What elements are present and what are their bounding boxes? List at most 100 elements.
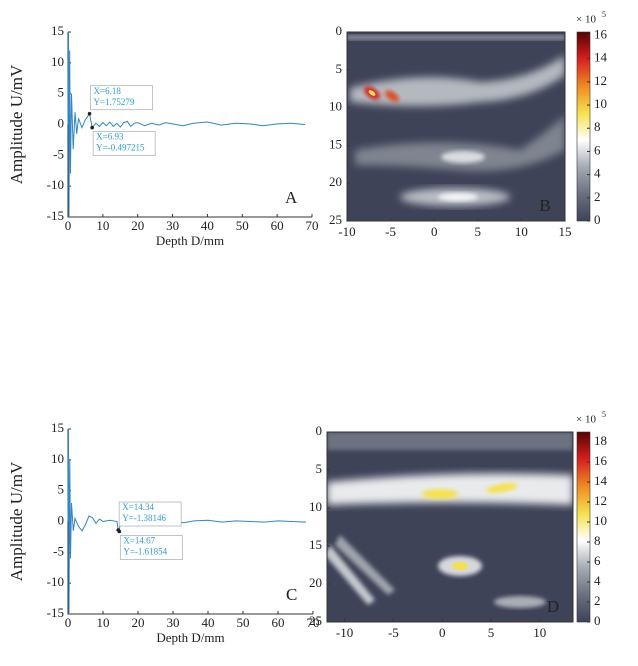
x-tick-label: 60 (272, 615, 285, 630)
datatip-y: Y=-1.61854 (123, 547, 167, 557)
colorbar-tick-label: 16 (594, 453, 608, 468)
x-tick-label: 40 (201, 218, 214, 233)
panel-label: D (547, 597, 559, 616)
colorbar (576, 31, 591, 222)
y-axis-label: Amplitude U/mV (7, 64, 26, 184)
colorbar-tick-label: 0 (594, 613, 601, 628)
y-tick-label: 5 (336, 61, 343, 76)
y-tick-label: 15 (51, 23, 64, 38)
y-tick-label: 15 (51, 420, 64, 435)
x-axis-label: Depth D/mm (156, 630, 224, 645)
signal-line (67, 31, 306, 218)
y-tick-label: 20 (329, 174, 342, 189)
y-tick-label: 10 (51, 54, 64, 69)
x-tick-label: 0 (65, 218, 72, 233)
image-frame (326, 431, 574, 623)
colorbar-tick-label: 8 (594, 119, 601, 134)
x-tick-label: 70 (307, 615, 320, 630)
colorbar-exponent: 5 (602, 10, 606, 19)
datatip-y: Y=-1.38146 (122, 513, 166, 523)
x-tick-label: -10 (336, 625, 353, 640)
x-tick-label: 30 (166, 218, 179, 233)
y-tick-label: 5 (58, 482, 65, 497)
colorbar-multiplier: × 10 (576, 414, 596, 426)
y-tick-label: 0 (58, 512, 65, 527)
y-tick-label: 0 (58, 115, 65, 130)
y-tick-label: 15 (309, 537, 322, 552)
datatip-box (118, 501, 182, 527)
x-tick-label: 0 (439, 625, 446, 640)
x-tick-label: -5 (388, 625, 399, 640)
datatip-box (92, 131, 156, 156)
image-b (347, 32, 565, 221)
colorbar-multiplier: × 10 (576, 14, 596, 26)
y-tick-label: 5 (316, 461, 323, 476)
colorbar (576, 431, 591, 623)
datatip-x: X=6.18 (94, 86, 122, 96)
x-tick-label: 0 (65, 615, 72, 630)
y-tick-label: 15 (329, 136, 342, 151)
x-tick-label: 10 (97, 615, 110, 630)
x-tick-label: 50 (237, 615, 250, 630)
image-frame (346, 31, 566, 222)
colorbar-tick-label: 2 (594, 189, 601, 204)
y-tick-label: -15 (47, 605, 64, 620)
y-tick-label: 0 (336, 23, 343, 38)
datatip-box (119, 535, 183, 560)
colorbar-tick-label: 14 (594, 50, 608, 65)
colorbar-tick-label: 18 (594, 433, 607, 448)
colorbar-tick-label: 10 (594, 96, 607, 111)
datatip-box (90, 85, 153, 111)
colorbar-tick-label: 14 (594, 473, 608, 488)
y-tick-label: 25 (329, 212, 342, 227)
panel-label: A (285, 188, 298, 207)
panel-label: C (286, 585, 297, 604)
x-tick-label: 10 (533, 625, 546, 640)
datatip-marker (90, 125, 94, 130)
colorbar-tick-label: 6 (594, 142, 601, 157)
signal-line (67, 428, 307, 615)
x-tick-label: -5 (385, 224, 396, 239)
y-tick-label: -10 (47, 574, 64, 589)
x-tick-label: 5 (475, 224, 482, 239)
x-tick-label: 20 (132, 615, 145, 630)
y-tick-label: -10 (47, 177, 64, 192)
panel-label: B (539, 196, 550, 215)
colorbar-tick-label: 4 (594, 573, 601, 588)
x-tick-label: 0 (431, 224, 438, 239)
datatip-y: Y=-0.497215 (96, 143, 145, 153)
colorbar-tick-label: 0 (594, 212, 601, 227)
y-tick-label: -5 (53, 543, 64, 558)
x-tick-label: 5 (488, 625, 495, 640)
colorbar-tick-label: 6 (594, 553, 601, 568)
y-tick-label: 5 (58, 85, 65, 100)
datatip-y: Y=1.75279 (94, 97, 135, 107)
colorbar-tick-label: 4 (594, 166, 601, 181)
colorbar-tick-label: 10 (594, 513, 607, 528)
x-tick-label: 15 (559, 224, 572, 239)
datatip-marker (87, 111, 92, 116)
colorbar-tick-label: 12 (594, 493, 607, 508)
x-tick-label: 70 (306, 218, 319, 233)
datatip-x: X=14.67 (123, 536, 155, 546)
y-tick-label: 20 (309, 575, 322, 590)
colorbar-tick-label: 8 (594, 533, 601, 548)
x-tick-label: 30 (167, 615, 180, 630)
x-axis-label: Depth D/mm (156, 233, 224, 248)
x-tick-label: 10 (515, 224, 528, 239)
x-tick-label: 10 (96, 218, 109, 233)
x-tick-label: 50 (236, 218, 249, 233)
y-tick-label: 10 (309, 499, 322, 514)
y-tick-label: 10 (51, 451, 64, 466)
colorbar-tick-label: 12 (594, 73, 607, 88)
colorbar-exponent: 5 (602, 410, 606, 419)
x-tick-label: 60 (271, 218, 284, 233)
x-tick-label: -10 (338, 224, 355, 239)
datatip-x: X=14.34 (122, 502, 154, 512)
image-d (327, 432, 573, 622)
y-tick-label: 10 (329, 99, 342, 114)
x-tick-label: 20 (131, 218, 144, 233)
x-tick-label: 40 (202, 615, 215, 630)
colorbar-tick-label: 16 (594, 26, 608, 41)
